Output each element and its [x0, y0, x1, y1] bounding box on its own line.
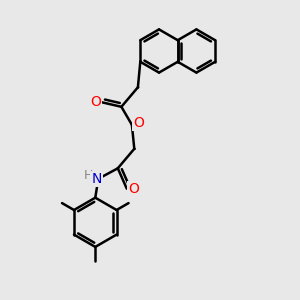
- Text: O: O: [134, 116, 144, 130]
- Text: O: O: [91, 95, 101, 109]
- Text: N: N: [92, 172, 102, 186]
- Text: H: H: [84, 169, 93, 182]
- Text: O: O: [128, 182, 139, 196]
